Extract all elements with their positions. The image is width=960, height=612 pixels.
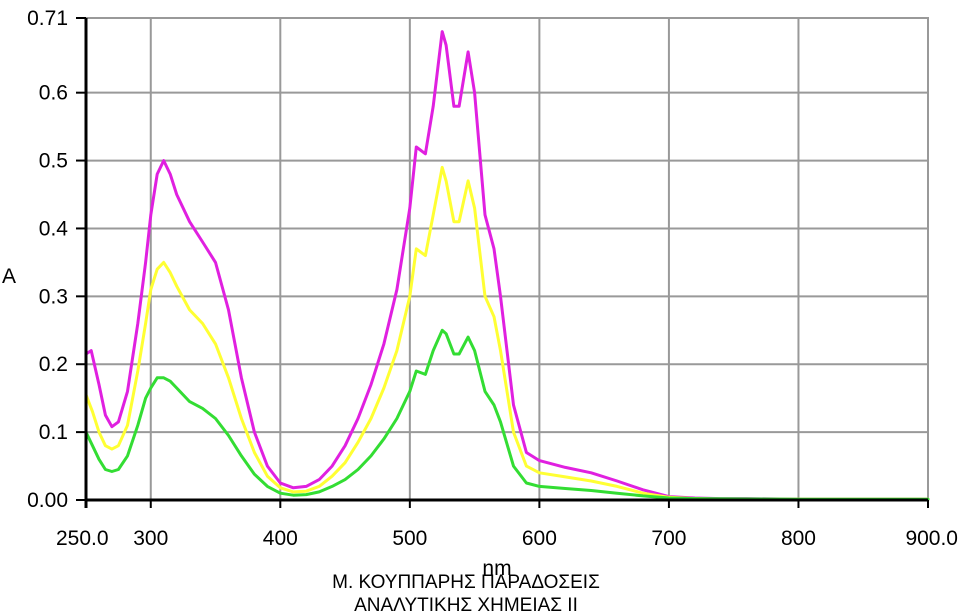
y-tick-label: 0.00	[27, 489, 68, 512]
x-tick-label: 250.0	[56, 527, 109, 550]
x-tick-label: 700	[651, 527, 686, 550]
footer-line-1: Μ. ΚΟΥΠΠΑΡΗΣ ΠΑΡΑΔΟΣΕΙΣ	[332, 572, 600, 593]
x-tick-label: 300	[133, 527, 168, 550]
footer-line-2: ΑΝΑΛΥΤΙΚΗΣ ΧΗΜΕΙΑΣ ΙΙ	[354, 595, 578, 612]
axes	[76, 17, 929, 508]
x-tick-label: 800	[781, 527, 816, 550]
series-line-2	[84, 165, 930, 501]
x-tick-labels: 250.0 300 400 500 600 700 800 900.0	[56, 527, 958, 550]
y-axis-title: A	[2, 265, 16, 288]
y-tick-label: 0.71	[27, 7, 68, 30]
x-tick-label: 600	[522, 527, 557, 550]
series-line-1	[84, 30, 930, 501]
y-tick-label: 0.5	[39, 150, 68, 173]
y-tick-label: 0.2	[39, 353, 68, 376]
y-tick-label: 0.4	[39, 217, 69, 240]
y-tick-labels: 0.00 0.1 0.2 0.3 0.4 0.5 0.6 0.71	[27, 7, 68, 512]
x-tick-label: 400	[263, 527, 298, 550]
x-axis-title: nm	[482, 557, 511, 580]
series-line-3	[84, 328, 930, 501]
y-tick-label: 0.6	[39, 82, 68, 105]
x-tick-label: 900.0	[905, 527, 958, 550]
series-layer	[84, 30, 930, 501]
y-tick-label: 0.1	[39, 421, 68, 444]
y-tick-label: 0.3	[39, 285, 68, 308]
x-tick-label: 500	[392, 527, 427, 550]
